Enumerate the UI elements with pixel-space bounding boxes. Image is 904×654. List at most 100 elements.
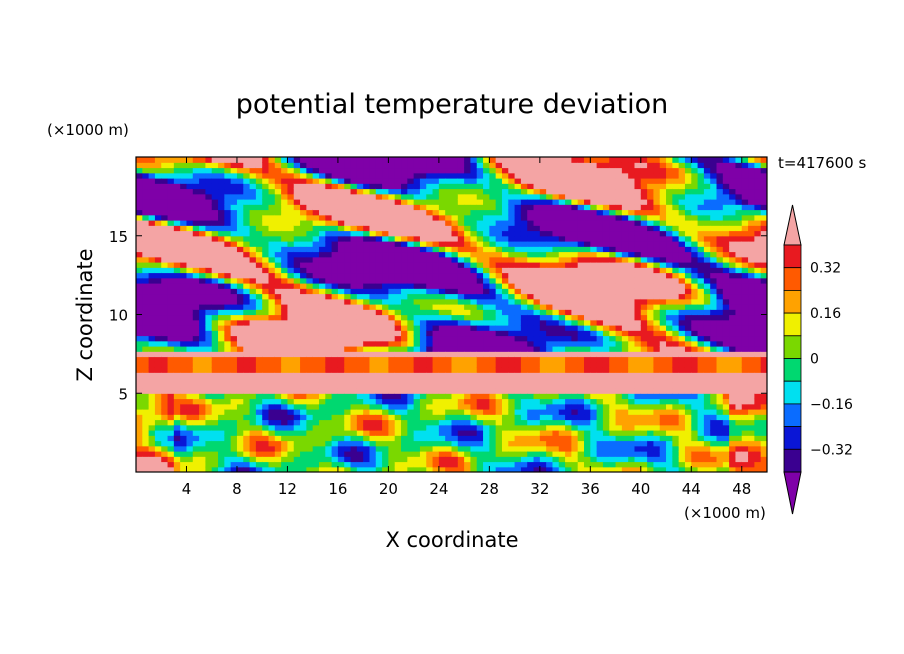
field-cell xyxy=(432,398,440,405)
field-cell xyxy=(552,256,560,263)
field-cell xyxy=(584,214,591,221)
field-cell xyxy=(318,403,326,410)
field-cell xyxy=(470,351,478,358)
field-cell xyxy=(615,367,623,373)
field-cell xyxy=(527,367,535,373)
field-cell xyxy=(520,409,528,415)
field-cell xyxy=(470,309,478,316)
field-cell xyxy=(382,456,389,463)
field-cell xyxy=(407,440,415,447)
field-cell xyxy=(394,209,402,216)
field-cell xyxy=(249,293,257,300)
field-cell xyxy=(413,183,421,190)
field-cell xyxy=(514,204,522,211)
field-cell xyxy=(148,398,156,405)
field-cell xyxy=(401,382,408,389)
field-cell xyxy=(306,246,314,253)
field-cell xyxy=(539,209,547,216)
field-cell xyxy=(590,414,598,421)
field-cell xyxy=(318,167,326,174)
field-cell xyxy=(602,272,610,279)
field-cell xyxy=(356,157,364,163)
field-cell xyxy=(546,225,554,232)
field-cell xyxy=(476,283,484,289)
field-cell xyxy=(318,456,326,463)
field-cell xyxy=(243,346,251,352)
field-cell xyxy=(205,382,213,389)
field-cell xyxy=(489,309,497,316)
y-axis-unit: (×1000 m) xyxy=(47,121,129,139)
field-cell xyxy=(558,430,566,436)
field-cell xyxy=(161,230,169,237)
field-cell xyxy=(464,461,472,468)
field-cell xyxy=(148,435,156,442)
field-cell xyxy=(142,230,150,237)
field-cell xyxy=(552,340,560,347)
field-cell xyxy=(293,288,301,295)
field-cell xyxy=(274,346,282,352)
field-cell xyxy=(287,225,295,232)
field-cell xyxy=(647,230,655,237)
field-cell xyxy=(413,162,421,169)
field-cell xyxy=(192,167,200,174)
field-cell xyxy=(173,241,181,247)
field-cell xyxy=(382,172,389,179)
field-cell xyxy=(287,220,295,226)
field-cell xyxy=(318,157,326,163)
field-cell xyxy=(218,298,225,305)
field-cell xyxy=(565,267,572,274)
field-cell xyxy=(318,430,326,436)
field-cell xyxy=(192,456,200,463)
field-cell xyxy=(640,351,648,358)
field-cell xyxy=(281,288,289,295)
field-cell xyxy=(640,445,648,452)
field-cell xyxy=(401,262,408,268)
field-cell xyxy=(337,288,345,295)
field-cell xyxy=(401,440,408,447)
field-cell xyxy=(445,230,453,237)
field-cell xyxy=(281,204,289,211)
field-cell xyxy=(628,162,636,169)
field-cell xyxy=(438,199,446,205)
field-cell xyxy=(609,298,617,305)
field-cell xyxy=(539,388,547,394)
field-cell xyxy=(356,351,364,358)
field-cell xyxy=(489,388,497,394)
field-cell xyxy=(659,435,667,442)
field-cell xyxy=(199,456,207,463)
field-cell xyxy=(224,440,232,447)
field-cell xyxy=(489,293,497,300)
field-cell xyxy=(546,214,554,221)
field-cell xyxy=(445,214,453,221)
field-cell xyxy=(615,414,623,421)
field-cell xyxy=(375,319,383,326)
field-cell xyxy=(647,440,655,447)
field-cell xyxy=(457,246,465,253)
field-cell xyxy=(520,335,528,342)
field-cell xyxy=(401,430,408,436)
field-cell xyxy=(293,440,301,447)
field-cell xyxy=(634,288,642,295)
field-cell xyxy=(236,445,244,452)
field-cell xyxy=(375,440,383,447)
field-cell xyxy=(451,235,459,242)
field-cell xyxy=(281,246,289,253)
field-cell xyxy=(432,340,440,347)
field-cell xyxy=(331,440,339,447)
field-cell xyxy=(539,398,547,405)
field-cell xyxy=(495,382,503,389)
field-cell xyxy=(565,325,572,331)
field-cell xyxy=(615,293,623,300)
field-cell xyxy=(565,414,572,421)
field-cell xyxy=(647,209,655,216)
field-cell xyxy=(167,419,175,426)
field-cell xyxy=(356,172,364,179)
field-cell xyxy=(300,451,307,457)
field-cell xyxy=(167,377,175,384)
field-cell xyxy=(325,251,333,258)
field-cell xyxy=(300,277,307,284)
field-cell xyxy=(337,461,345,468)
field-cell xyxy=(218,157,225,163)
field-cell xyxy=(413,393,421,400)
field-cell xyxy=(457,162,465,169)
